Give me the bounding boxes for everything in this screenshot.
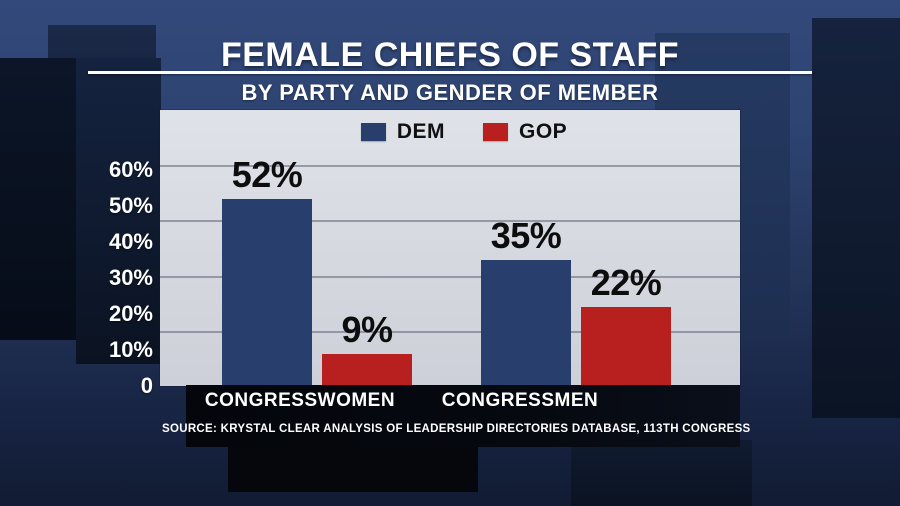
page-title: FEMALE CHIEFS OF STAFF bbox=[220, 36, 679, 74]
y-axis-tick: 20% bbox=[108, 301, 153, 326]
bar-value-label: 22% bbox=[590, 261, 662, 303]
legend: DEM GOP bbox=[174, 120, 754, 144]
source-note: SOURCE: KRYSTAL CLEAR ANALYSIS OF LEADER… bbox=[162, 423, 751, 435]
bg-block-bottom-right bbox=[571, 440, 752, 506]
gop-swatch bbox=[482, 123, 508, 141]
y-axis-tick: 0 bbox=[140, 373, 153, 398]
y-axis-tick: 50% bbox=[108, 193, 153, 218]
bar-gop-congressmen bbox=[581, 306, 671, 386]
bg-block-bottom-center bbox=[228, 447, 478, 492]
title-divider bbox=[88, 71, 812, 74]
bar-value-label: 9% bbox=[341, 308, 393, 350]
category-label-congresswomen: CONGRESSWOMEN bbox=[204, 390, 396, 411]
bar-value-label: 52% bbox=[231, 153, 303, 195]
bg-block-right-dark bbox=[812, 18, 900, 418]
y-axis-tick: 30% bbox=[108, 265, 153, 290]
legend-item-dem: DEM bbox=[360, 120, 445, 144]
y-axis-tick: 10% bbox=[108, 337, 153, 362]
legend-label-dem: DEM bbox=[396, 120, 445, 143]
bar-dem-congresswomen bbox=[222, 198, 312, 386]
gridline bbox=[160, 330, 740, 333]
gridline bbox=[160, 220, 740, 223]
bg-block-axis-panel bbox=[76, 58, 161, 364]
gridline bbox=[160, 165, 740, 168]
page-subtitle: BY PARTY AND GENDER OF MEMBER bbox=[241, 80, 659, 105]
y-axis-tick: 40% bbox=[108, 229, 153, 254]
bar-value-label: 35% bbox=[490, 215, 562, 256]
gridline bbox=[160, 275, 740, 278]
legend-item-gop: GOP bbox=[482, 120, 568, 144]
bg-block-left-edge bbox=[0, 58, 78, 340]
dem-swatch bbox=[360, 123, 386, 141]
plot-area: DEM GOP 52% 9% 35% 22% bbox=[160, 110, 740, 386]
bar-gop-congresswomen bbox=[322, 353, 412, 386]
category-strip: CONGRESSWOMEN CONGRESSMEN bbox=[186, 385, 740, 447]
bar-dem-congressmen bbox=[481, 260, 571, 386]
category-label-congressmen: CONGRESSMEN bbox=[441, 390, 599, 411]
legend-label-gop: GOP bbox=[518, 120, 568, 143]
y-axis-tick: 60% bbox=[108, 157, 153, 182]
